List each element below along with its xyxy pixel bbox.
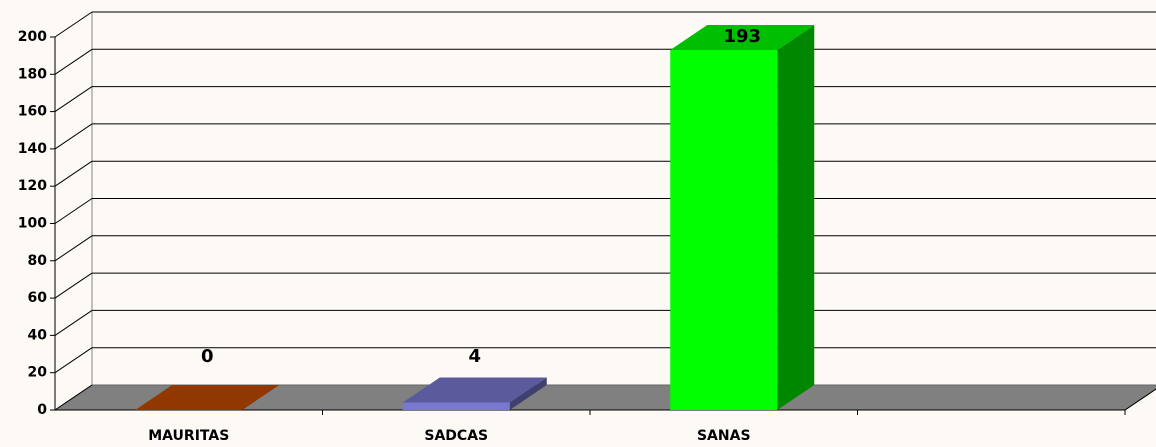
y-tick-label: 40 xyxy=(28,327,48,343)
y-tick-label: 200 xyxy=(18,29,47,45)
grid-diagonal xyxy=(54,235,93,262)
value-label: 193 xyxy=(723,26,761,47)
value-label: 4 xyxy=(468,346,481,367)
bar xyxy=(402,377,547,410)
bar-side xyxy=(509,377,547,410)
x-tick-label: SANAS xyxy=(697,428,751,444)
y-tick-label: 140 xyxy=(18,141,47,157)
bar-side xyxy=(777,25,815,411)
grid-diagonal xyxy=(54,309,93,336)
bar-top xyxy=(670,25,815,51)
bar xyxy=(135,385,280,410)
y-tick-label: 0 xyxy=(37,402,47,418)
y-tick-label: 120 xyxy=(18,178,47,194)
y-tick-label: 60 xyxy=(28,290,48,306)
y-tick-label: 100 xyxy=(18,216,47,232)
bar xyxy=(670,25,815,411)
grid-diagonal xyxy=(54,384,93,411)
bar-front xyxy=(402,402,510,410)
x-tick-label: MAURITAS xyxy=(148,428,229,444)
grid-diagonal xyxy=(54,48,93,75)
grid-diagonal xyxy=(54,160,93,187)
bar-top xyxy=(402,377,547,403)
grid-diagonal xyxy=(54,123,93,150)
grid-diagonal xyxy=(54,11,93,38)
y-tick-label: 80 xyxy=(28,253,48,269)
grid-diagonal xyxy=(54,272,93,299)
y-tick-label: 160 xyxy=(18,104,47,120)
x-tick-label: SADCAS xyxy=(424,428,488,444)
bar-top xyxy=(135,385,280,410)
y-tick-label: 20 xyxy=(28,365,48,381)
grid-diagonal xyxy=(54,198,93,224)
bar-front xyxy=(670,50,778,411)
value-label: 0 xyxy=(201,346,214,367)
grid-diagonal xyxy=(54,347,93,374)
y-tick-label: 180 xyxy=(18,66,47,82)
grid-diagonal xyxy=(54,86,93,113)
